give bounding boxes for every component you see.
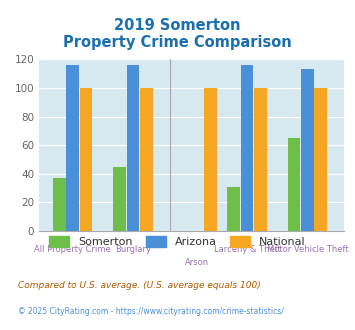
Text: Property Crime Comparison: Property Crime Comparison — [63, 35, 292, 50]
Text: © 2025 CityRating.com - https://www.cityrating.com/crime-statistics/: © 2025 CityRating.com - https://www.city… — [18, 307, 284, 316]
Bar — [254, 88, 267, 231]
Bar — [140, 88, 153, 231]
Text: Larceny & Theft: Larceny & Theft — [214, 245, 280, 254]
Bar — [53, 178, 66, 231]
Text: Arson: Arson — [185, 258, 209, 267]
Bar — [301, 69, 314, 231]
Bar — [113, 167, 126, 231]
Text: Compared to U.S. average. (U.S. average equals 100): Compared to U.S. average. (U.S. average … — [18, 281, 261, 290]
Bar — [241, 65, 253, 231]
Bar — [288, 138, 300, 231]
Legend: Somerton, Arizona, National: Somerton, Arizona, National — [45, 232, 310, 252]
Bar — [227, 187, 240, 231]
Bar — [127, 65, 140, 231]
Text: Motor Vehicle Theft: Motor Vehicle Theft — [267, 245, 348, 254]
Bar — [80, 88, 92, 231]
Bar — [315, 88, 327, 231]
Text: Burglary: Burglary — [115, 245, 151, 254]
Bar — [66, 65, 79, 231]
Bar — [204, 88, 217, 231]
Text: All Property Crime: All Property Crime — [34, 245, 111, 254]
Text: 2019 Somerton: 2019 Somerton — [114, 18, 241, 33]
